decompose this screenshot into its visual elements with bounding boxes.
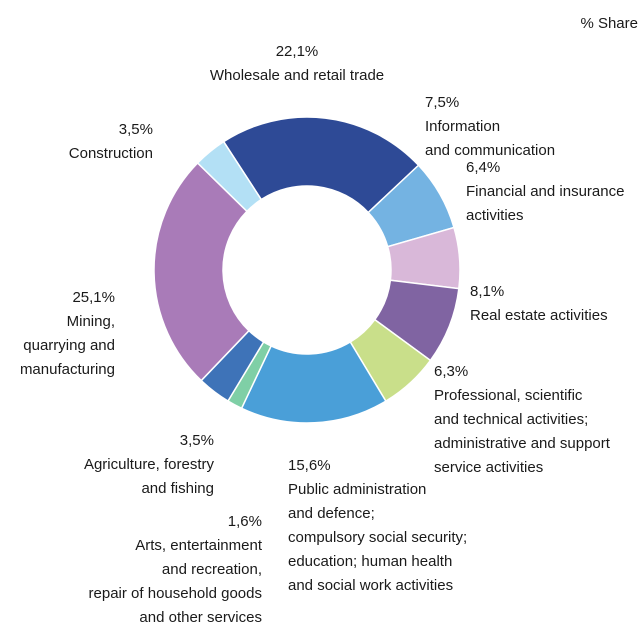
- data-label: 6,4%: [466, 159, 500, 176]
- segment-label: Agriculture, forestry and fishing: [84, 456, 215, 497]
- chart-title: % Share: [580, 15, 638, 32]
- segment-label: Information and communication: [425, 118, 555, 159]
- data-label: 8,1%: [470, 283, 504, 300]
- data-label: 7,5%: [425, 94, 459, 111]
- donut-segment: [222, 116, 420, 214]
- data-label: 22,1%: [276, 43, 319, 60]
- data-label: 3,5%: [180, 432, 214, 449]
- data-label: 15,6%: [288, 457, 331, 474]
- donut-segment: [196, 140, 263, 213]
- donut-segment: [153, 161, 250, 382]
- segment-label: Mining, quarrying and manufacturing: [20, 313, 115, 378]
- segment-label: Professional, scientific and technical ac…: [434, 387, 611, 476]
- segment-label: Wholesale and retail trade: [210, 67, 384, 84]
- data-label: 1,6%: [228, 513, 262, 530]
- segment-label: Financial and insurance activities: [466, 183, 624, 224]
- data-label: 6,3%: [434, 363, 468, 380]
- segment-label: Arts, entertainment and recreation, repair…: [89, 537, 263, 626]
- segment-label: Real estate activities: [470, 307, 608, 324]
- data-label: 3,5%: [119, 121, 153, 138]
- data-label: 25,1%: [72, 289, 115, 306]
- segment-label: Public administration and defence; compuls…: [288, 481, 467, 594]
- segment-label: Construction: [69, 145, 153, 162]
